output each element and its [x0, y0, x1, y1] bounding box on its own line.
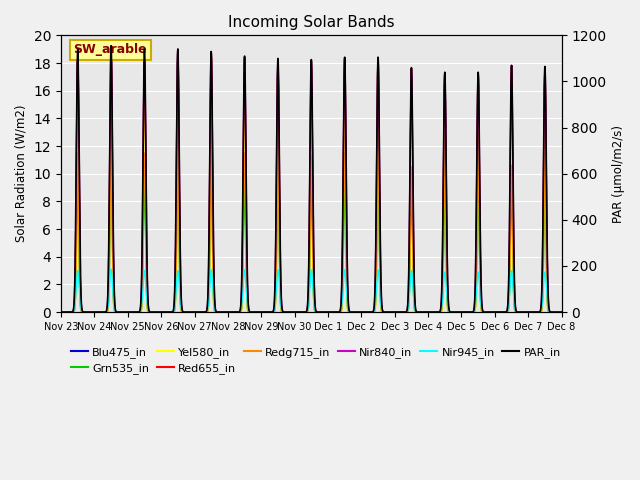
Legend: Blu475_in, Grn535_in, Yel580_in, Red655_in, Redg715_in, Nir840_in, Nir945_in, PA: Blu475_in, Grn535_in, Yel580_in, Red655_… [67, 342, 565, 378]
Title: Incoming Solar Bands: Incoming Solar Bands [228, 15, 395, 30]
Y-axis label: Solar Radiation (W/m2): Solar Radiation (W/m2) [15, 105, 28, 242]
Text: SW_arable: SW_arable [74, 43, 147, 56]
Y-axis label: PAR (μmol/m2/s): PAR (μmol/m2/s) [612, 125, 625, 223]
